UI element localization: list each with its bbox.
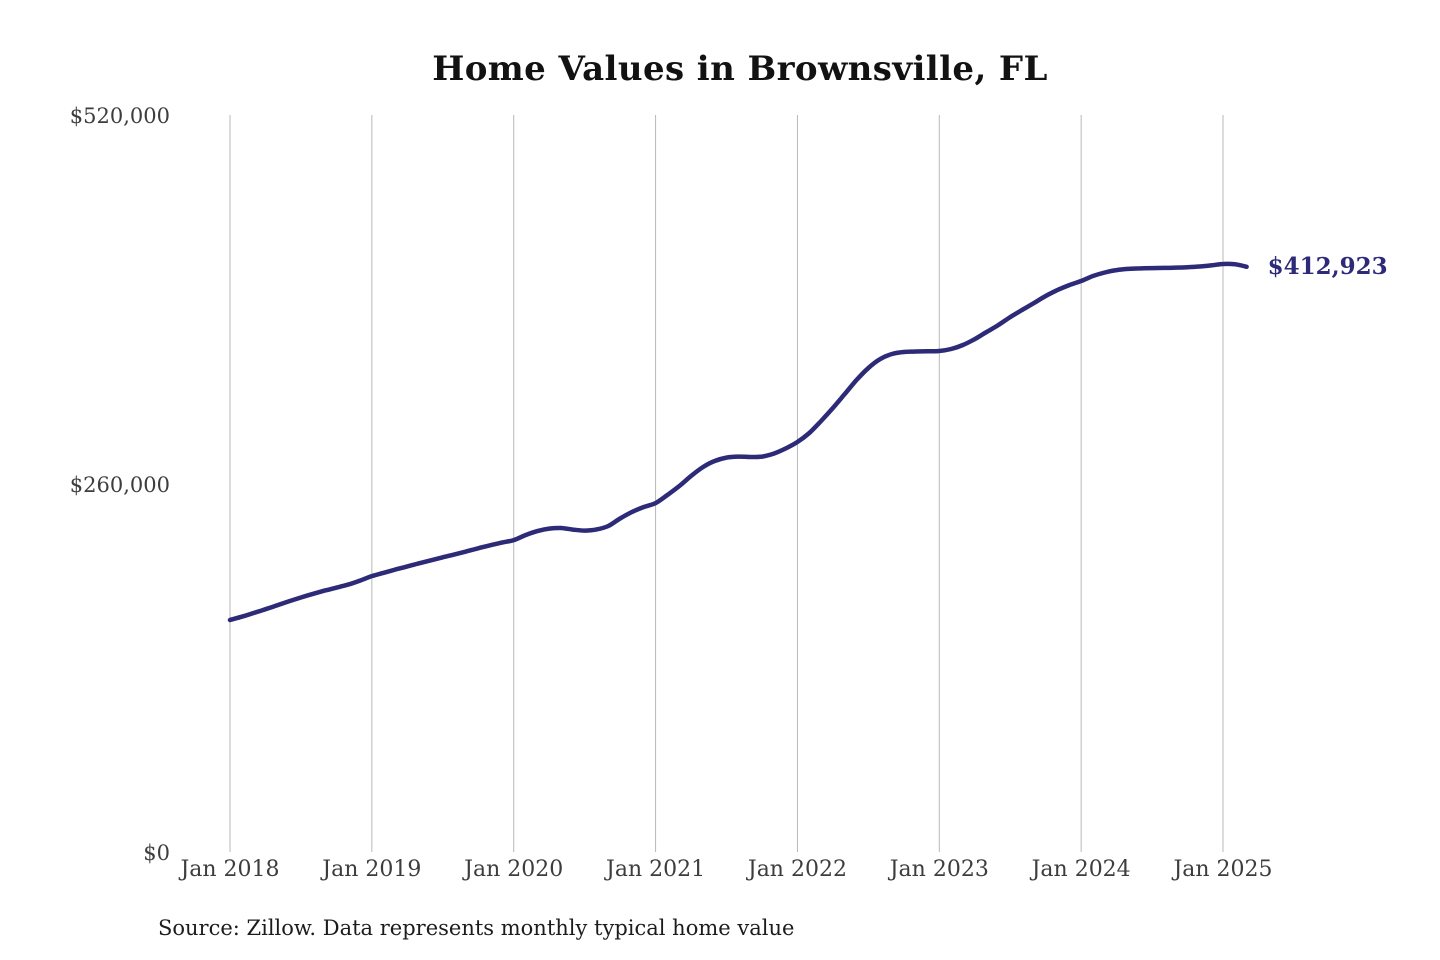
x-axis-label: Jan 2021 xyxy=(606,857,706,882)
y-axis-label: $0 xyxy=(143,841,170,865)
x-axis-label: Jan 2022 xyxy=(747,857,847,882)
home-value-line xyxy=(227,261,1249,623)
chart-title: Home Values in Brownsville, FL xyxy=(432,49,1048,89)
y-axis-label: $520,000 xyxy=(69,104,170,128)
latest-value-label: $412,923 xyxy=(1267,252,1388,280)
x-axis-label: Jan 2023 xyxy=(889,857,989,882)
x-axis-label: Jan 2019 xyxy=(322,857,422,882)
x-axis-label: Jan 2024 xyxy=(1031,857,1131,882)
y-axis-label: $260,000 xyxy=(69,472,170,497)
x-axis-label: Jan 2025 xyxy=(1173,857,1273,882)
x-axis-label: Jan 2018 xyxy=(180,857,280,882)
source-note: Source: Zillow. Data represents monthly … xyxy=(158,916,795,940)
x-axis-label: Jan 2020 xyxy=(464,857,564,882)
gridlines xyxy=(229,115,1224,852)
